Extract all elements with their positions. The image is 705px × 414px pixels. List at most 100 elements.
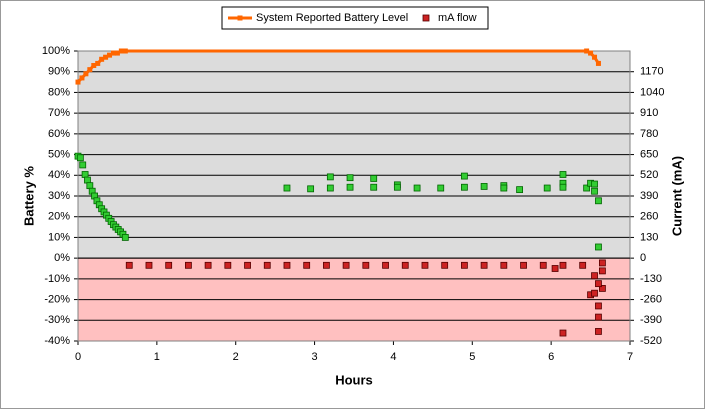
y-tick-label: -30% bbox=[44, 314, 70, 326]
y-tick-label: 20% bbox=[48, 211, 70, 223]
y2-tick-label: 780 bbox=[640, 128, 658, 140]
current-point bbox=[500, 261, 508, 269]
current-point bbox=[480, 261, 488, 269]
battery-point bbox=[122, 48, 128, 54]
y-tick-label: -40% bbox=[44, 335, 70, 347]
current-point bbox=[591, 289, 598, 297]
y-tick-label: 50% bbox=[48, 148, 70, 160]
battery-point bbox=[588, 50, 594, 56]
current-point bbox=[595, 313, 602, 321]
current-point bbox=[370, 183, 378, 191]
battery-point bbox=[79, 75, 85, 81]
current-point bbox=[413, 184, 421, 192]
y-tick-label: 10% bbox=[48, 231, 70, 243]
current-point bbox=[595, 243, 602, 251]
current-point bbox=[559, 329, 567, 337]
current-point bbox=[326, 184, 334, 192]
battery-point bbox=[75, 79, 81, 85]
current-point bbox=[393, 183, 401, 191]
legend-label: mA flow bbox=[438, 12, 477, 24]
battery-point bbox=[107, 52, 113, 58]
current-point bbox=[165, 261, 173, 269]
y2-tick-label: 520 bbox=[640, 169, 658, 181]
current-point bbox=[539, 261, 547, 269]
current-point bbox=[559, 183, 567, 191]
current-point bbox=[303, 261, 311, 269]
battery-point bbox=[118, 48, 124, 54]
current-point bbox=[346, 174, 354, 182]
current-point bbox=[595, 328, 602, 335]
current-point bbox=[283, 261, 291, 269]
legend-marker bbox=[237, 15, 243, 21]
current-point bbox=[326, 173, 334, 181]
legend-label: System Reported Battery Level bbox=[256, 12, 408, 24]
current-point bbox=[543, 184, 551, 192]
current-point bbox=[401, 261, 409, 269]
y-tick-label: 0% bbox=[54, 252, 70, 264]
y-tick-label: 90% bbox=[48, 66, 70, 78]
current-point bbox=[441, 261, 449, 269]
y2-tick-label: 910 bbox=[640, 107, 658, 119]
current-point bbox=[145, 261, 153, 269]
x-tick-label: 4 bbox=[390, 351, 396, 363]
battery-point bbox=[95, 60, 101, 66]
y2-tick-label: -390 bbox=[640, 314, 662, 326]
battery-point bbox=[103, 54, 109, 60]
legend-marker bbox=[422, 14, 430, 22]
battery-point bbox=[91, 63, 97, 68]
current-point bbox=[437, 184, 445, 192]
current-point bbox=[86, 182, 94, 190]
current-point bbox=[500, 184, 508, 192]
current-point bbox=[579, 261, 587, 269]
battery-point bbox=[584, 48, 590, 54]
current-point bbox=[184, 261, 192, 269]
y-tick-label: -10% bbox=[44, 273, 70, 285]
current-point bbox=[591, 180, 598, 188]
current-point bbox=[480, 183, 488, 190]
y2-tick-label: 260 bbox=[640, 211, 658, 223]
current-point bbox=[559, 171, 567, 178]
current-point bbox=[595, 280, 602, 288]
y2-tick-label: 650 bbox=[640, 148, 658, 160]
current-point bbox=[244, 261, 251, 269]
current-point bbox=[599, 267, 606, 275]
current-point bbox=[595, 197, 602, 205]
y-axis-label: Battery % bbox=[21, 166, 36, 226]
current-point bbox=[76, 154, 84, 162]
current-point bbox=[322, 261, 330, 269]
current-point bbox=[263, 261, 271, 269]
y-tick-label: 40% bbox=[48, 169, 70, 181]
y2-tick-label: 1040 bbox=[640, 86, 664, 98]
y2-tick-label: 0 bbox=[640, 252, 646, 264]
current-point bbox=[125, 261, 133, 269]
battery-point bbox=[99, 56, 105, 62]
current-point bbox=[591, 187, 598, 195]
y2-tick-label: 1170 bbox=[640, 66, 664, 78]
current-point bbox=[121, 234, 129, 241]
current-point bbox=[591, 272, 598, 280]
current-point bbox=[81, 171, 89, 178]
current-point bbox=[283, 184, 291, 192]
battery-point bbox=[87, 67, 93, 73]
x-tick-label: 6 bbox=[548, 351, 554, 363]
current-point bbox=[346, 183, 354, 191]
x-tick-label: 5 bbox=[469, 351, 475, 363]
current-point bbox=[551, 265, 559, 272]
y-tick-label: 30% bbox=[48, 190, 70, 202]
current-point bbox=[583, 184, 591, 192]
current-point bbox=[79, 161, 87, 169]
x-tick-label: 7 bbox=[627, 351, 633, 363]
current-point bbox=[382, 261, 389, 269]
current-point bbox=[595, 302, 602, 310]
current-point bbox=[599, 285, 606, 292]
x-tick-label: 3 bbox=[312, 351, 318, 363]
y2-axis-label: Current (mA) bbox=[669, 156, 684, 236]
current-point bbox=[84, 176, 91, 184]
current-point bbox=[204, 261, 212, 269]
x-tick-label: 2 bbox=[233, 351, 239, 363]
current-point bbox=[460, 183, 468, 191]
current-point bbox=[421, 261, 429, 269]
current-point bbox=[516, 186, 523, 194]
battery-point bbox=[83, 71, 89, 77]
